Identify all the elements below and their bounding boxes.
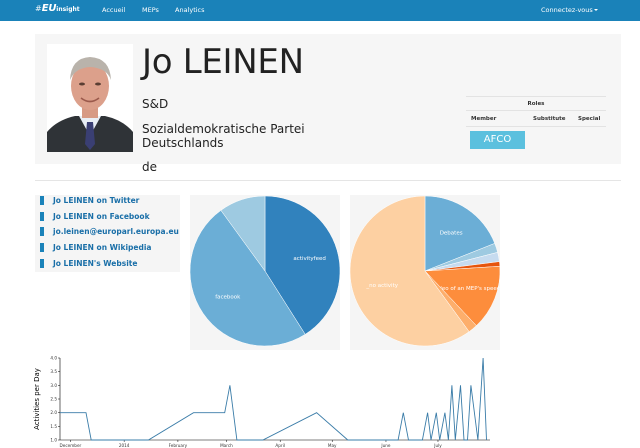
- national-party: Sozialdemokratische Partei Deutschlands: [142, 122, 305, 150]
- x-tick-label: December: [60, 443, 82, 448]
- y-tick-label: 4.0: [50, 356, 57, 361]
- x-tick-label: July: [433, 443, 442, 448]
- wikipedia-link[interactable]: Jo LEINEN on Wikipedia: [40, 242, 152, 253]
- x-tick-label: 2014: [119, 443, 130, 448]
- roles-header-member: Member: [471, 116, 497, 122]
- brand-logo[interactable]: #EUinsight: [35, 3, 80, 14]
- x-tick-label: February: [169, 443, 188, 448]
- roles-header-substitute: Substitute: [533, 116, 566, 122]
- committee-badge[interactable]: AFCO: [470, 131, 525, 149]
- pie-slice[interactable]: [220, 195, 266, 272]
- brand-hash: #: [35, 4, 42, 13]
- nav-analytics[interactable]: Analytics: [175, 6, 205, 14]
- y-tick-label: 1.5: [50, 424, 57, 429]
- activity-type-pie-chart: Debates Video of an MEP's speech _no activ…: [350, 195, 500, 347]
- nav-meps[interactable]: MEPs: [142, 6, 159, 14]
- pie-slice-label: _no activity: [365, 283, 398, 289]
- facebook-link[interactable]: Jo LEINEN on Facebook: [40, 211, 150, 222]
- mep-photo: [47, 44, 133, 152]
- website-link[interactable]: Jo LEINEN's Website: [40, 258, 137, 269]
- section-divider: [35, 180, 621, 181]
- x-tick-label: March: [220, 443, 233, 448]
- activities-series-line: [60, 357, 487, 441]
- pie-slice[interactable]: [264, 195, 340, 335]
- twitter-link[interactable]: Jo LEINEN on Twitter: [40, 195, 139, 206]
- nav-accueil[interactable]: Accueil: [102, 6, 126, 14]
- pie-slice[interactable]: [190, 209, 306, 347]
- pie-slice-label: facebook: [215, 294, 241, 300]
- y-tick-label: 2.5: [50, 397, 57, 402]
- x-tick-label: June: [380, 443, 391, 448]
- login-dropdown[interactable]: Connectez-vous: [541, 6, 598, 14]
- brand-eu: EU: [41, 3, 57, 14]
- roles-header-row: Member Substitute Special: [466, 111, 606, 127]
- activity-source-pie-chart: activityfeed facebook: [190, 195, 340, 347]
- portrait-image: [47, 44, 133, 152]
- activity-type-pie-panel: Debates Video of an MEP's speech _no activ…: [350, 195, 500, 350]
- x-tick-label: May: [328, 443, 337, 448]
- country-code: de: [142, 160, 157, 174]
- pie-slice-label: Debates: [440, 231, 463, 237]
- login-label: Connectez-vous: [541, 6, 593, 14]
- mep-links-list: Jo LEINEN on Twitter Jo LEINEN on Facebo…: [35, 195, 180, 272]
- pie-slice[interactable]: [424, 195, 496, 272]
- pie-slice-label: activityfeed: [293, 256, 325, 262]
- pie-slice[interactable]: [350, 195, 470, 347]
- brand-insight: insight: [56, 6, 80, 13]
- y-tick-label: 2.0: [50, 410, 57, 415]
- y-tick-label: 3.0: [50, 383, 57, 388]
- email-link[interactable]: jo.leinen@europarl.europa.eu: [40, 226, 179, 237]
- roles-header-special: Special: [578, 116, 601, 122]
- activity-source-pie-panel: activityfeed facebook: [190, 195, 340, 350]
- top-navbar: #EUinsight Accueil MEPs Analytics Connec…: [0, 0, 640, 21]
- pie-slice[interactable]: [424, 266, 500, 327]
- roles-title: Roles: [466, 96, 606, 111]
- y-axis-label: Activities per Day: [33, 368, 41, 430]
- mep-name: Jo LEINEN: [142, 42, 304, 82]
- mep-profile-panel: Jo LEINEN S&D Sozialdemokratische Partei…: [35, 34, 621, 164]
- pie-slice-label: Video of an MEP's speech: [433, 286, 500, 292]
- activities-per-day-chart: Activities per Day 1.0 1.5 2.0 2.5 3.0 3.5 4.0 D…: [33, 356, 490, 448]
- roles-table: Roles Member Substitute Special AFCO: [466, 96, 606, 149]
- x-tick-label: April: [275, 443, 285, 448]
- caret-down-icon: [593, 9, 598, 11]
- y-tick-label: 3.5: [50, 369, 57, 374]
- political-group: S&D: [142, 97, 169, 111]
- y-tick-label: 1.0: [50, 438, 57, 443]
